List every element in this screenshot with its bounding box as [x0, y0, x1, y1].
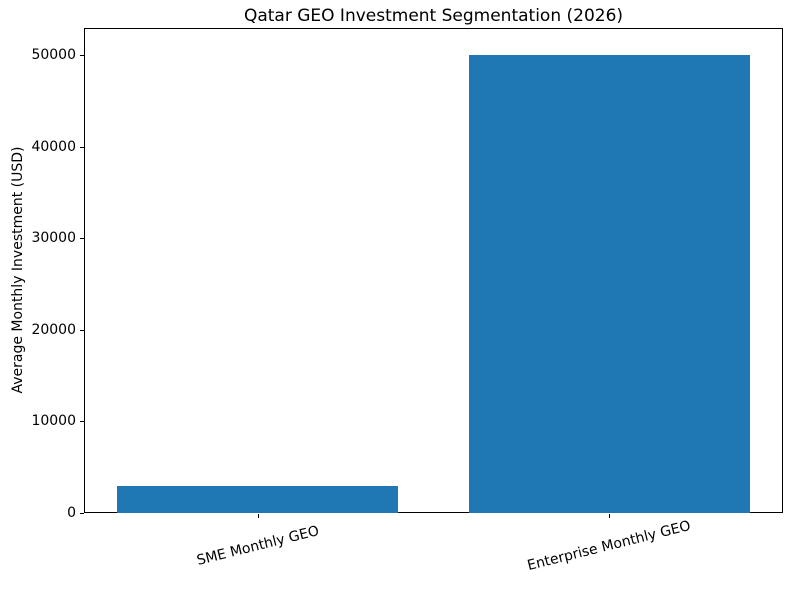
y-tick-mark [80, 513, 84, 514]
x-tick-mark [257, 514, 259, 518]
bar-1 [468, 55, 751, 513]
y-tick-mark [80, 329, 84, 331]
x-tick-label: SME Monthly GEO [194, 523, 321, 569]
bar-0 [116, 485, 399, 513]
y-tick-mark [80, 146, 84, 148]
y-tick-label: 40000 [31, 138, 76, 155]
y-tick-label: 30000 [31, 230, 76, 247]
y-tick-label: 10000 [31, 413, 76, 430]
y-tick-mark [80, 421, 84, 423]
y-tick-mark [80, 55, 84, 57]
y-tick-label: 50000 [31, 47, 76, 64]
y-axis-label: Average Monthly Investment (USD) [10, 146, 26, 394]
y-tick-label: 20000 [31, 321, 76, 338]
x-tick-mark [609, 514, 611, 518]
x-tick-label: Enterprise Monthly GEO [526, 517, 693, 575]
y-tick-label: 0 [67, 505, 76, 521]
y-tick-mark [80, 238, 84, 240]
chart-title: Qatar GEO Investment Segmentation (2026) [243, 6, 624, 26]
